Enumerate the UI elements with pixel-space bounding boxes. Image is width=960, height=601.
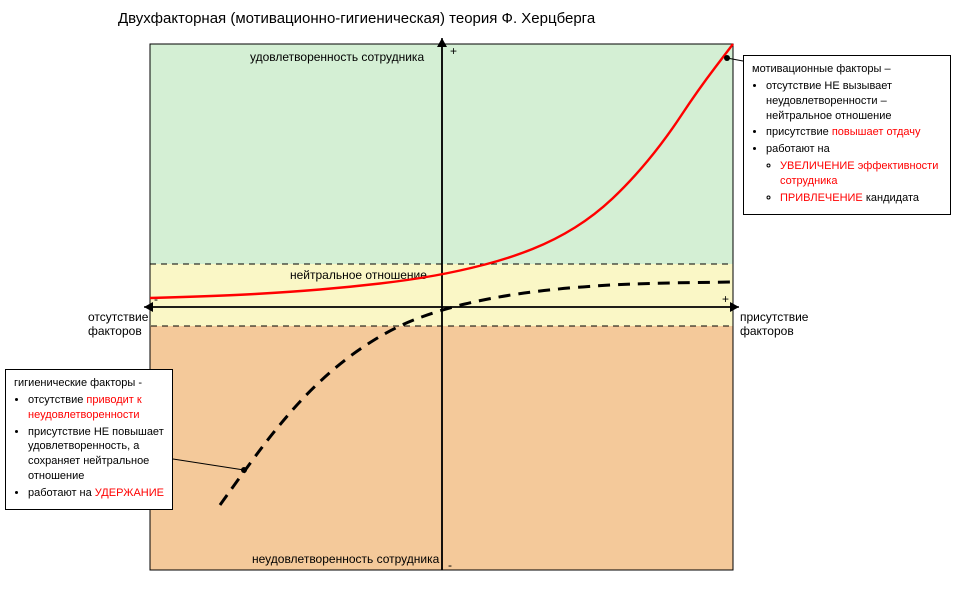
motivators-b3-s1: УВЕЛИЧЕНИЕ эффективности сотрудника <box>780 159 942 189</box>
hygiene-b2: присутствие НЕ повышает удовлетворенност… <box>28 425 164 484</box>
motivators-b3: работают на УВЕЛИЧЕНИЕ эффективности сот… <box>766 142 942 205</box>
callout-motivators: мотивационные факторы – отсутствие НЕ вы… <box>743 55 951 215</box>
motivators-b2: присутствие повышает отдачу <box>766 125 942 140</box>
callout-hygiene-header: гигиенические факторы - <box>14 376 164 391</box>
motivators-b3-s2: ПРИВЛЕЧЕНИЕ кандидата <box>780 191 942 206</box>
hygiene-b3: работают на УДЕРЖАНИЕ <box>28 486 164 501</box>
hygiene-b1: отсутствие приводит к неудовлетворенност… <box>28 393 164 423</box>
callout-hygiene: гигиенические факторы - отсутствие приво… <box>5 369 173 510</box>
callout-motivators-header: мотивационные факторы – <box>752 62 942 77</box>
motivators-b1: отсутствие НЕ вызывает неудовлетвореннос… <box>766 79 942 124</box>
